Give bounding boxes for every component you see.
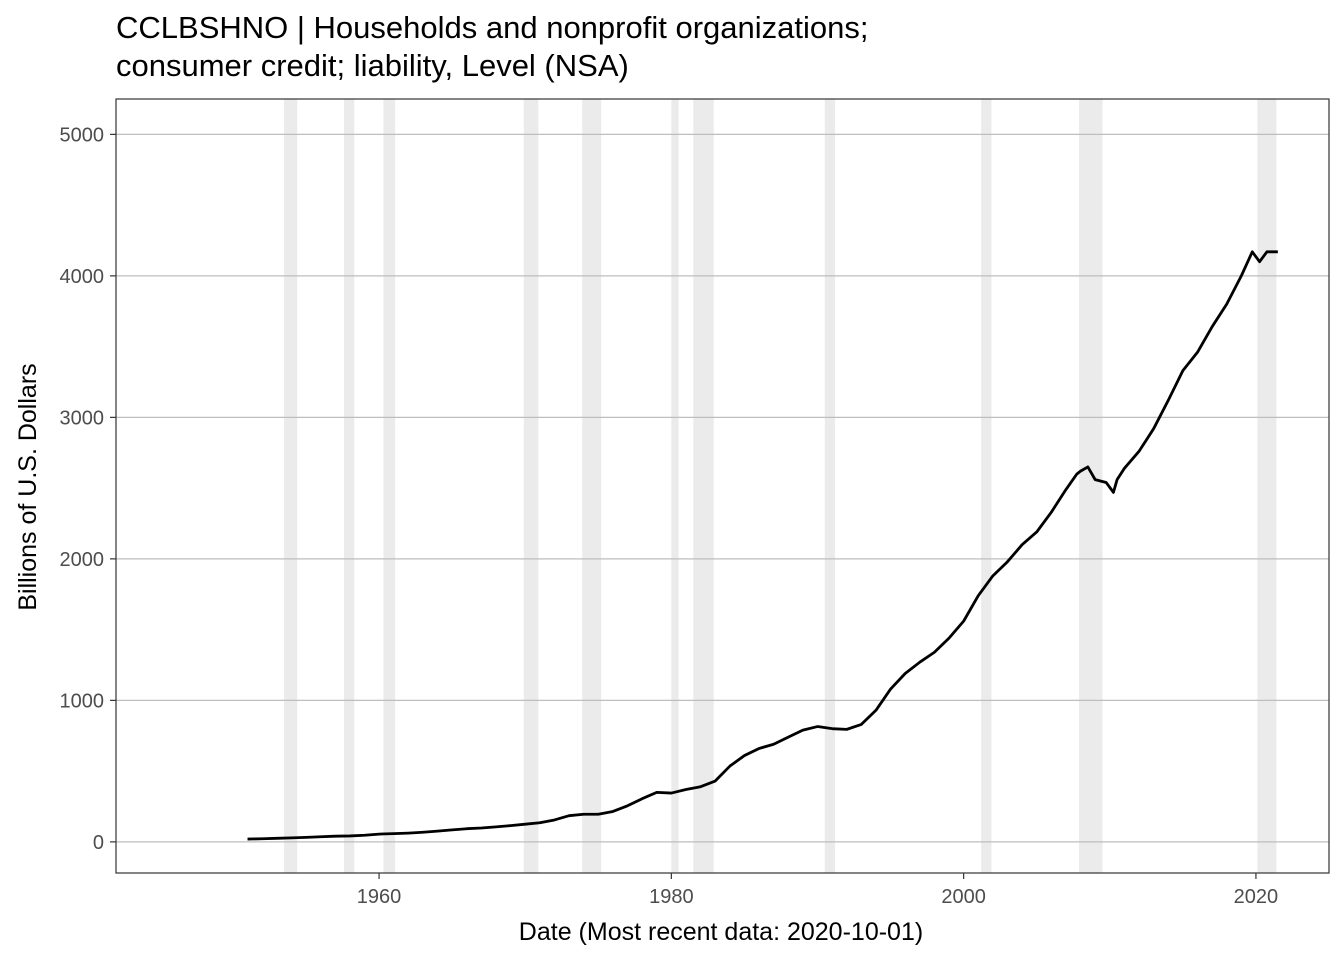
y-axis-title: Billions of U.S. Dollars [14,363,42,610]
y-tick-label-1000: 1000 [60,690,105,712]
chart-title-line-1: CCLBSHNO | Households and nonprofit orga… [116,10,869,45]
chart-title-line-2: consumer credit; liability, Level (NSA) [116,48,629,83]
y-tick-label-3000: 3000 [60,407,105,429]
recession-band-2 [383,99,396,873]
y-tick-label-5000: 5000 [60,124,105,146]
recession-bands [284,99,1277,873]
x-tick-label-2020: 2020 [1234,886,1279,908]
x-axis-title: Date (Most recent data: 2020-10-01) [519,918,923,946]
recession-band-6 [693,99,714,873]
gridlines [116,133,1329,843]
recession-band-8 [981,99,992,873]
series-line-0 [247,250,1278,841]
y-tick-label-0: 0 [93,832,104,854]
recession-band-3 [523,99,539,873]
recession-band-0 [284,99,298,873]
recession-band-1 [343,99,355,873]
recession-band-5 [671,99,679,873]
y-tick-label-4000: 4000 [60,266,105,288]
x-tick-label-1980: 1980 [649,886,694,908]
panel-border [115,98,1330,874]
y-tick-label-2000: 2000 [60,549,105,571]
recession-band-4 [582,99,602,873]
recession-band-9 [1079,99,1103,873]
axes: 0 1000 2000 3000 4000 5000 1960 1980 2000 2020 [60,98,1330,908]
x-tick-label-2000: 2000 [941,886,986,908]
x-tick-label-1960: 1960 [357,886,402,908]
series-lines [247,250,1278,841]
recession-band-7 [824,99,836,873]
recession-band-10 [1257,99,1277,873]
